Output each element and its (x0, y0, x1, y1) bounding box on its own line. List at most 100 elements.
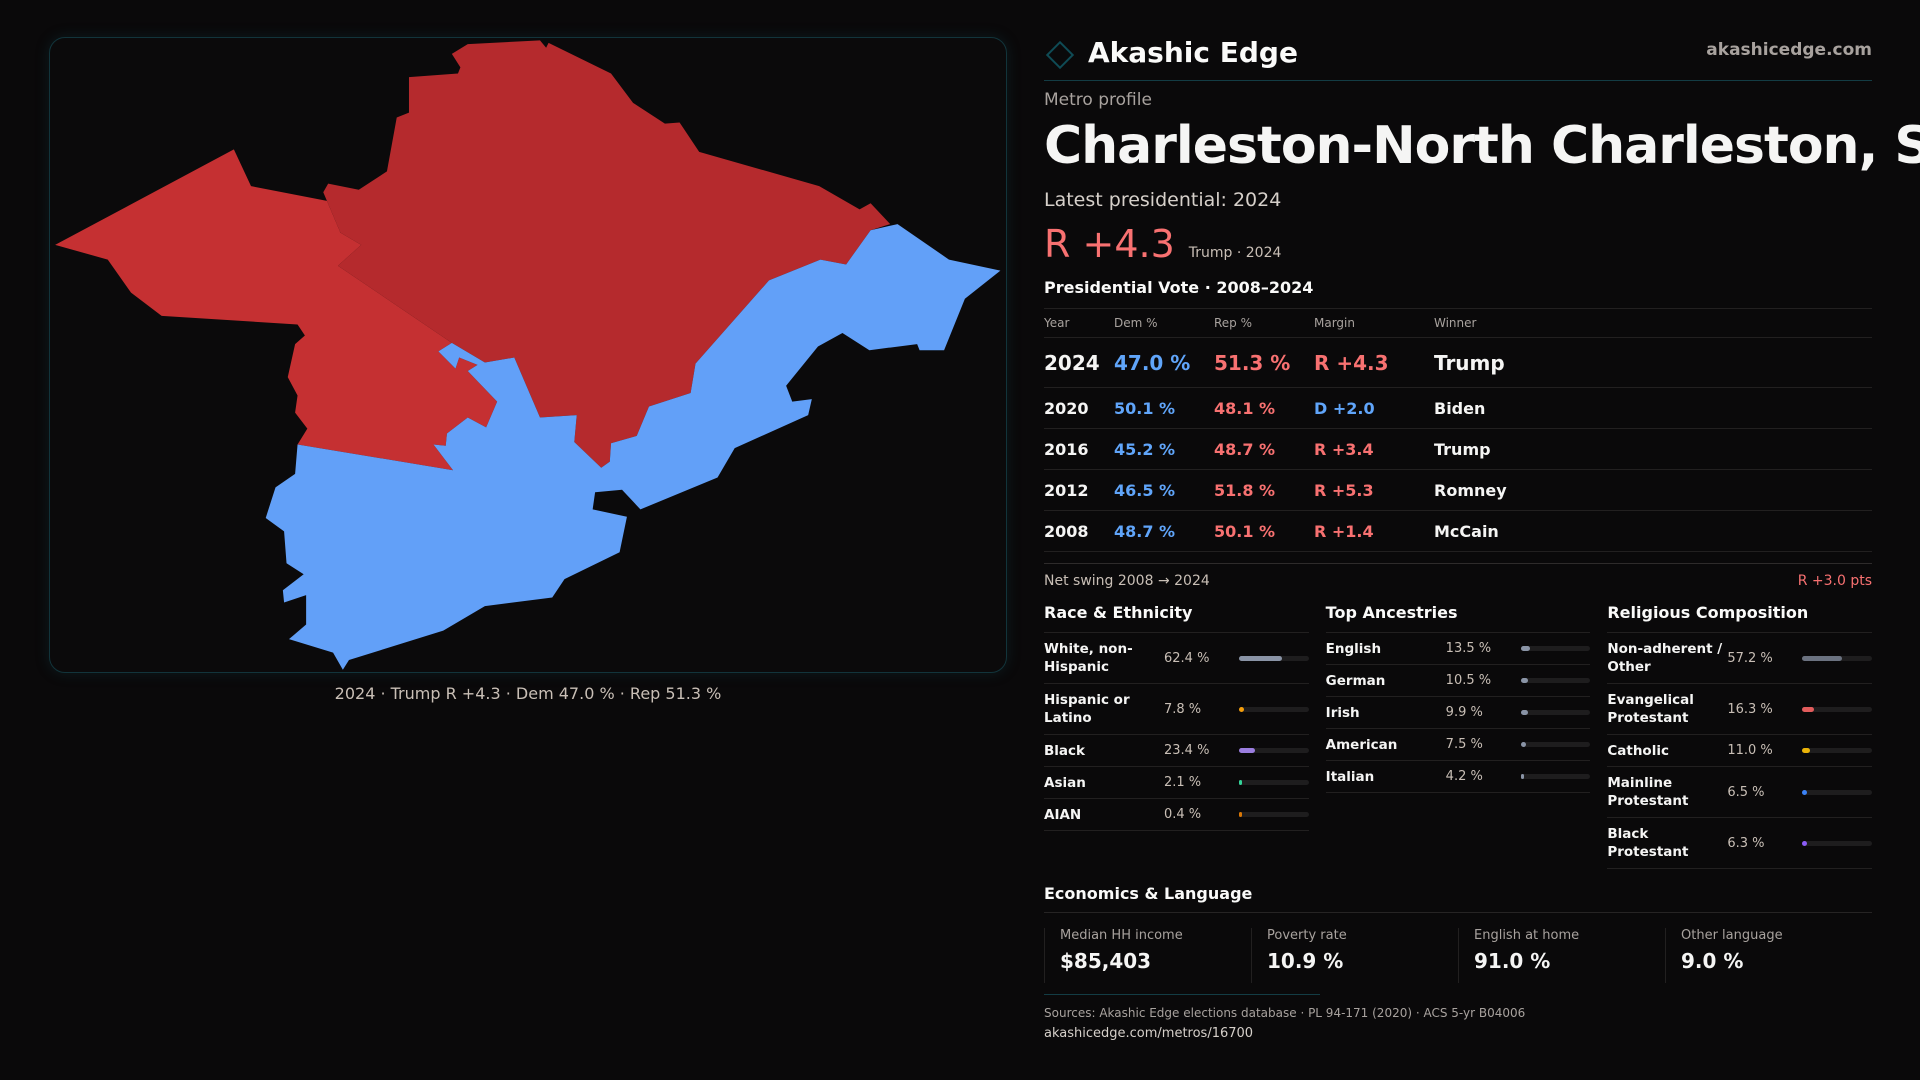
winner-cell: Trump (1434, 439, 1491, 459)
bar-track (1239, 706, 1309, 712)
demographic-sections: Race & Ethnicity White, non-Hispanic 62.4 … (1044, 603, 1873, 869)
list-item: Black 23.4 % (1044, 735, 1309, 767)
bar-track (1239, 812, 1309, 817)
stat-label: Median HH income (1060, 928, 1183, 943)
dem-pct-cell: 48.7 % (1114, 521, 1176, 541)
list-item: AIAN 0.4 % (1044, 799, 1309, 831)
item-label: AIAN (1044, 806, 1082, 823)
margin-cell: D +2.0 (1314, 398, 1375, 418)
divider (1044, 563, 1872, 564)
margin-value: R +4.3 (1044, 222, 1175, 266)
margin-cell: R +3.4 (1314, 439, 1374, 459)
list-item: Non-adherent / Other 57.2 % (1607, 633, 1873, 684)
item-label: Black Protestant (1607, 826, 1689, 860)
rep-pct-cell: 51.8 % (1214, 480, 1276, 500)
col-rep: Rep % (1214, 316, 1253, 330)
stat-value: 10.9 % (1267, 949, 1344, 973)
bar-fill (1520, 742, 1526, 747)
bar-fill (1802, 655, 1843, 661)
margin-cell: R +1.4 (1314, 521, 1374, 541)
list-item: Mainline Protestant 6.5 % (1607, 767, 1873, 818)
table-row[interactable]: 2016 45.2 % 48.7 % R +3.4 Trump (1044, 429, 1872, 470)
sources-note: Sources: Akashic Edge elections database… (1044, 1006, 1526, 1020)
swing-value: R +3.0 pts (1797, 573, 1872, 589)
stat-label: Other language (1681, 928, 1783, 943)
stat-card: English at home 91.0 % (1458, 928, 1665, 983)
bar-fill (1802, 789, 1807, 795)
metro-url[interactable]: akashicedge.com/metros/16700 (1044, 1026, 1254, 1041)
stat-value: $85,403 (1060, 949, 1152, 973)
item-label: Non-adherent / Other (1607, 641, 1723, 675)
list-item: Evangelical Protestant 16.3 % (1607, 684, 1873, 735)
stat-card: Other language 9.0 % (1665, 928, 1872, 983)
divider (1044, 912, 1872, 913)
bar-fill (1802, 706, 1814, 712)
item-pct: 16.3 % (1727, 701, 1773, 717)
col-margin: Margin (1314, 316, 1355, 330)
item-label: Italian (1325, 768, 1375, 785)
list-item: Asian 2.1 % (1044, 767, 1309, 799)
item-pct: 11.0 % (1727, 743, 1773, 758)
rep-pct-cell: 51.3 % (1214, 350, 1291, 375)
table-row[interactable]: 2024 47.0 % 51.3 % R +4.3 Trump (1044, 338, 1872, 388)
section-race: Race & Ethnicity White, non-Hispanic 62.4 … (1044, 603, 1309, 869)
item-pct: 13.5 % (1445, 641, 1492, 656)
stat-value: 91.0 % (1474, 949, 1551, 973)
bar-track (1520, 646, 1591, 651)
bar-fill (1239, 655, 1283, 661)
bar-track (1802, 706, 1873, 712)
section-anc: Top Ancestries English 13.5 % German 10.5 % I… (1325, 603, 1591, 869)
bar-track (1239, 748, 1309, 753)
rep-pct-cell: 48.1 % (1214, 398, 1276, 418)
item-label: Asian (1044, 774, 1086, 791)
bar-fill (1239, 780, 1242, 785)
list-item: Hispanic or Latino 7.8 % (1044, 684, 1309, 735)
stat-card: Median HH income $85,403 (1044, 928, 1251, 983)
item-pct: 0.4 % (1164, 807, 1202, 822)
list-item: Irish 9.9 % (1325, 697, 1591, 729)
section-rel: Religious Composition Non-adherent / Othe… (1607, 603, 1873, 869)
year-cell: 2020 (1044, 398, 1089, 418)
table-row[interactable]: 2008 48.7 % 50.1 % R +1.4 McCain (1044, 511, 1872, 552)
list-item: Italian 4.2 % (1325, 761, 1591, 793)
winner-cell: Trump (1434, 350, 1505, 375)
bar-track (1802, 748, 1873, 753)
vote-section-title: Presidential Vote · 2008–2024 (1044, 278, 1314, 297)
net-swing: Net swing 2008 → 2024 R +3.0 pts (1044, 573, 1872, 589)
bar-fill (1520, 646, 1531, 651)
map-caption: 2024 · Trump R +4.3 · Dem 47.0 % · Rep 5… (334, 684, 722, 703)
page-title: Charleston-North Charleston, SC (1044, 116, 1920, 176)
bar-fill (1239, 748, 1256, 753)
stat-value: 9.0 % (1681, 949, 1744, 973)
item-pct: 6.5 % (1727, 784, 1765, 800)
item-label: White, non-Hispanic (1044, 641, 1133, 675)
margin-cell: R +4.3 (1314, 350, 1389, 375)
brand-name: Akashic Edge (1088, 36, 1298, 69)
item-label: Hispanic or Latino (1044, 692, 1130, 726)
item-label: Mainline Protestant (1607, 775, 1689, 809)
bar-fill (1520, 710, 1528, 715)
table-header: Year Dem % Rep % Margin Winner (1044, 308, 1872, 338)
bar-track (1239, 655, 1309, 661)
table-row[interactable]: 2012 46.5 % 51.8 % R +5.3 Romney (1044, 470, 1872, 511)
econ-stats: Median HH income $85,403 Poverty rate 10.9 … (1044, 928, 1872, 983)
item-label: American (1325, 736, 1398, 753)
item-label: Catholic (1607, 742, 1669, 759)
item-pct: 7.8 % (1164, 701, 1202, 717)
year-cell: 2016 (1044, 439, 1089, 459)
year-cell: 2012 (1044, 480, 1089, 500)
table-row[interactable]: 2020 50.1 % 48.1 % D +2.0 Biden (1044, 388, 1872, 429)
bar-fill (1802, 748, 1810, 753)
brand[interactable]: Akashic Edge (1044, 36, 1298, 69)
item-pct: 6.3 % (1727, 835, 1765, 851)
rep-pct-cell: 48.7 % (1214, 439, 1276, 459)
item-label: English (1325, 640, 1382, 657)
margin-subtitle: Trump · 2024 (1188, 245, 1282, 261)
item-pct: 62.4 % (1164, 650, 1210, 666)
section-title: Top Ancestries (1325, 603, 1591, 633)
dem-pct-cell: 46.5 % (1114, 480, 1176, 500)
col-year: Year (1044, 316, 1070, 330)
bar-track (1802, 840, 1873, 846)
col-dem: Dem % (1114, 316, 1158, 330)
site-link[interactable]: akashicedge.com (1706, 40, 1872, 60)
